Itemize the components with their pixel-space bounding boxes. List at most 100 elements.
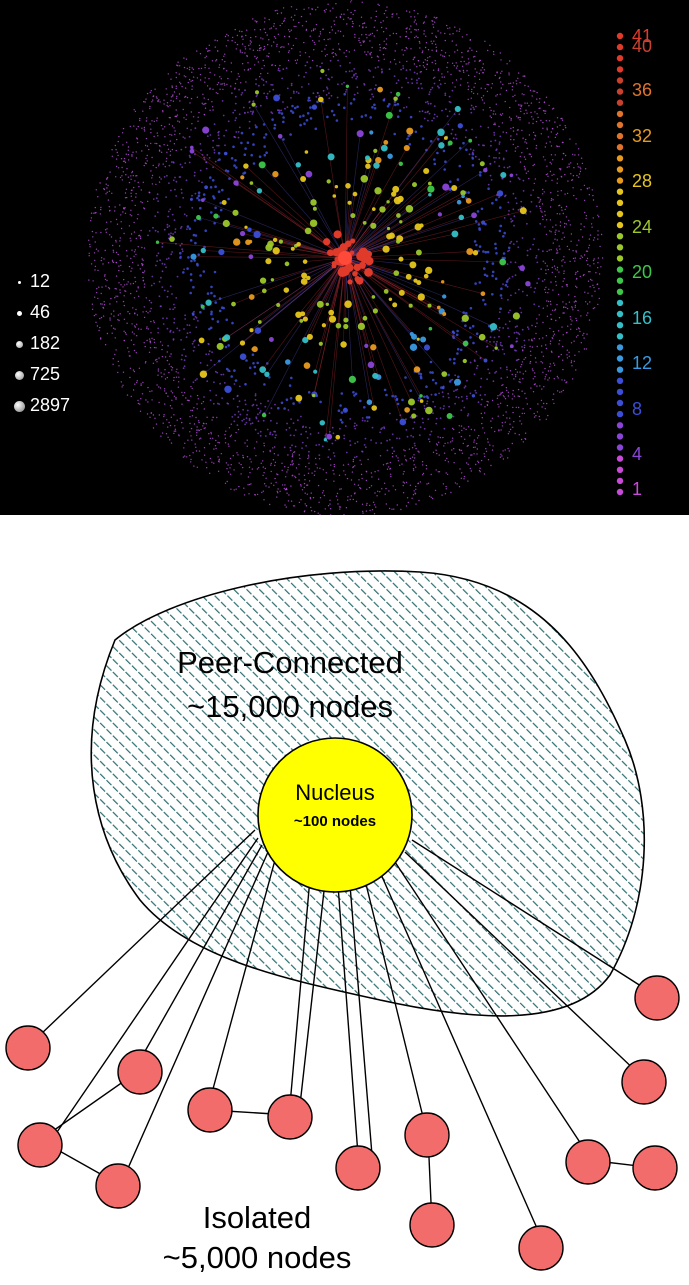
peripheral-node — [597, 238, 599, 240]
peripheral-node — [171, 213, 174, 216]
peripheral-node — [408, 143, 412, 146]
peripheral-node — [502, 327, 505, 329]
peripheral-node — [319, 77, 322, 80]
peripheral-node — [185, 118, 187, 121]
peripheral-node — [433, 117, 435, 119]
network-edge — [253, 104, 346, 259]
peripheral-node — [135, 175, 137, 177]
peripheral-node — [387, 462, 389, 464]
peripheral-node — [454, 482, 457, 484]
peripheral-node — [555, 284, 557, 286]
peripheral-node — [593, 258, 595, 260]
peripheral-node — [101, 257, 103, 259]
color-scale-dot — [616, 466, 624, 473]
peripheral-node — [325, 94, 328, 96]
peripheral-node — [389, 61, 392, 63]
peripheral-node — [531, 116, 533, 118]
peripheral-node — [154, 417, 156, 419]
peripheral-node — [337, 59, 339, 62]
peripheral-node — [373, 35, 375, 37]
peripheral-node — [478, 72, 481, 75]
color-legend-label: 28 — [632, 171, 653, 191]
peripheral-node — [541, 362, 544, 364]
peripheral-node — [199, 169, 202, 172]
peripheral-node — [219, 337, 222, 341]
peripheral-node — [461, 472, 463, 474]
peripheral-node — [303, 482, 306, 485]
peripheral-node — [512, 126, 514, 129]
peripheral-node — [568, 219, 570, 222]
peripheral-node — [567, 180, 569, 182]
peripheral-node — [149, 390, 151, 393]
peripheral-node — [175, 397, 177, 399]
peripheral-node — [186, 267, 189, 270]
network-node — [366, 399, 373, 405]
peripheral-node — [505, 387, 508, 389]
peripheral-node — [550, 281, 552, 283]
peripheral-node — [182, 367, 185, 370]
peripheral-node — [365, 26, 367, 28]
peripheral-node — [549, 161, 551, 164]
peripheral-node — [204, 57, 206, 59]
peripheral-node — [453, 361, 456, 365]
peripheral-node — [516, 240, 518, 243]
network-node — [202, 126, 210, 134]
peripheral-node — [554, 154, 556, 156]
peripheral-node — [210, 285, 213, 289]
peripheral-node — [534, 375, 536, 378]
peripheral-node — [588, 238, 591, 240]
peripheral-node — [347, 463, 349, 465]
peripheral-node — [547, 300, 550, 303]
network-node — [461, 314, 469, 322]
peripheral-node — [534, 357, 537, 359]
peripheral-node — [298, 115, 302, 118]
peripheral-node — [432, 400, 434, 403]
peripheral-node — [309, 117, 313, 120]
peripheral-node — [161, 355, 164, 358]
peripheral-node — [166, 223, 169, 226]
peripheral-node — [466, 379, 468, 382]
peripheral-node — [561, 238, 563, 240]
peripheral-node — [455, 333, 459, 337]
peripheral-node — [498, 326, 501, 329]
connector-line — [411, 839, 656, 996]
network-edge — [279, 136, 346, 259]
peripheral-node — [136, 218, 139, 220]
peripheral-node — [575, 271, 577, 274]
network-node — [370, 344, 377, 351]
core-node — [327, 249, 334, 257]
peripheral-node — [523, 339, 526, 342]
peripheral-node — [288, 35, 290, 38]
peripheral-node — [555, 133, 558, 136]
peripheral-node — [386, 6, 388, 8]
peripheral-node — [381, 427, 384, 429]
peripheral-node — [114, 287, 116, 290]
color-scale-dot — [616, 166, 624, 173]
peripheral-node — [455, 67, 458, 69]
peripheral-node — [434, 60, 436, 62]
peripheral-node — [374, 471, 376, 473]
peripheral-node — [336, 499, 339, 501]
core-node — [347, 279, 353, 285]
peripheral-node — [554, 136, 557, 139]
peripheral-node — [440, 32, 442, 34]
network-node — [334, 185, 339, 189]
peripheral-node — [133, 255, 135, 257]
peripheral-node — [412, 460, 415, 462]
peripheral-node — [458, 113, 461, 116]
color-scale-dot — [616, 121, 624, 129]
peripheral-node — [508, 320, 511, 323]
network-node — [377, 86, 384, 93]
connector-line — [349, 884, 373, 1156]
peripheral-node — [233, 383, 236, 385]
peripheral-node — [252, 403, 255, 406]
peripheral-node — [244, 147, 247, 150]
peripheral-node — [421, 137, 425, 140]
peripheral-node — [306, 484, 309, 486]
peripheral-node — [550, 318, 553, 321]
peripheral-node — [237, 131, 240, 133]
peripheral-node — [234, 102, 237, 105]
peripheral-node — [211, 106, 214, 108]
peripheral-node — [489, 174, 492, 177]
peripheral-node — [167, 257, 170, 260]
